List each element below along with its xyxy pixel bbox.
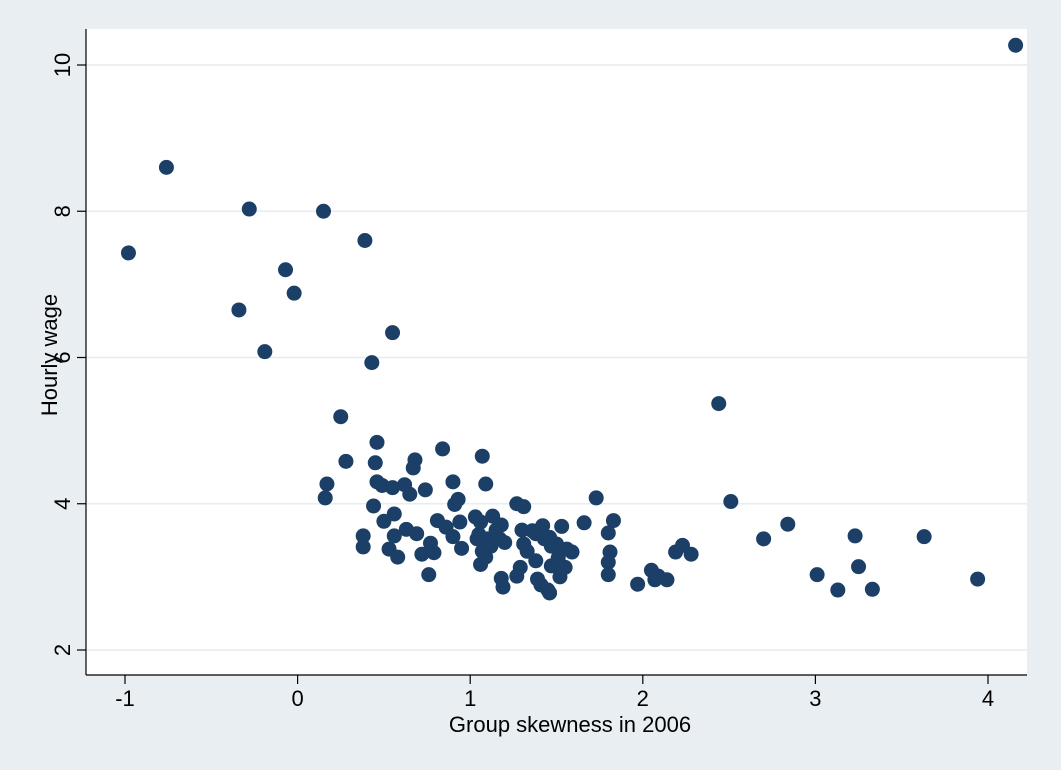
data-point [478,476,494,492]
data-point [516,499,532,515]
data-point [355,528,371,544]
data-point [333,409,349,425]
y-axis-ticks: 2 4 6 8 10 [50,53,86,656]
data-point [421,567,437,583]
data-point [355,539,371,555]
data-point [278,262,294,278]
data-point [473,514,489,530]
data-point [241,201,257,217]
data-point [357,233,373,248]
data-point [780,516,796,532]
data-point [286,285,302,301]
data-point [970,571,986,587]
y-tick-label: 8 [50,205,75,217]
data-point [385,480,401,496]
data-point [445,474,461,490]
y-tick-label: 10 [50,53,75,77]
data-point [474,448,490,464]
data-point [554,518,570,534]
data-point [600,525,616,541]
data-point [809,567,825,583]
data-point [847,528,863,544]
data-point [315,203,331,219]
y-tick-label: 4 [50,498,75,510]
data-point [386,506,402,522]
data-point [509,568,525,584]
x-tick-label: 4 [982,686,994,711]
data-point [376,513,392,529]
data-point [683,546,699,562]
data-point [369,434,385,450]
data-point [557,559,573,575]
data-point [659,572,675,588]
data-point [542,585,558,601]
data-points [120,37,1024,601]
data-point [519,543,535,559]
data-point [723,494,739,510]
y-tick-label: 2 [50,644,75,656]
data-point [600,567,616,583]
x-axis-title: Group skewness in 2006 [449,712,691,737]
data-point [120,245,136,261]
x-tick-label: 2 [637,686,649,711]
data-point [364,355,380,371]
data-point [317,490,333,506]
data-point [830,582,846,598]
data-point [414,546,430,562]
data-point [916,529,932,545]
data-point [319,476,335,492]
data-point [452,514,468,530]
data-point [564,544,580,560]
x-tick-label: 1 [464,686,476,711]
data-point [588,490,604,506]
data-point [402,486,418,502]
data-point [600,554,616,570]
data-point [497,535,513,551]
data-point [756,531,772,547]
data-point [495,579,511,595]
data-point [493,517,509,533]
data-point [409,526,425,542]
data-point [535,518,551,534]
data-point [367,455,383,471]
data-point [711,396,727,412]
data-point [864,581,880,597]
data-point [257,344,273,360]
data-point [576,515,592,531]
data-point [454,540,470,556]
y-axis-title: Hourly wage [37,294,62,416]
x-axis-ticks: -1 0 1 2 3 4 [115,675,994,711]
data-point [386,528,402,544]
data-point [445,529,461,545]
x-tick-label: 0 [291,686,303,711]
y-tick-label: 6 [50,351,75,363]
data-point [426,545,442,561]
x-tick-label: -1 [115,686,135,711]
data-point [528,553,544,569]
data-point [630,576,646,592]
data-point [338,453,354,469]
data-point [158,159,174,175]
data-point [450,491,466,507]
x-tick-label: 3 [809,686,821,711]
data-point [851,559,867,575]
data-point [435,441,451,457]
data-point [385,325,401,341]
data-point [417,482,433,498]
data-point [407,452,423,468]
data-point [390,549,406,565]
data-point [605,513,621,529]
data-point [366,498,382,514]
data-point [231,302,247,318]
data-point [1008,37,1024,53]
